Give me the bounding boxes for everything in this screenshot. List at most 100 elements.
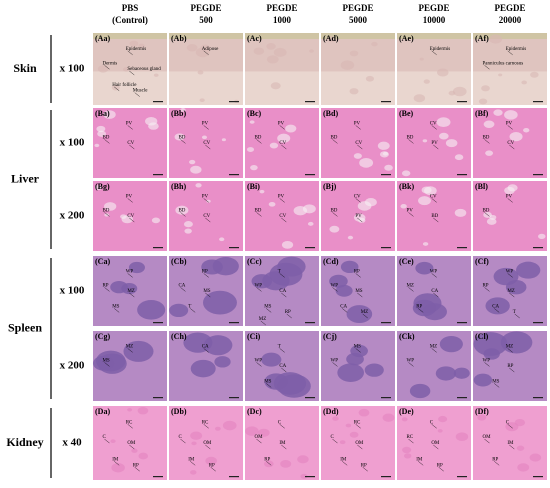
annotation: BD xyxy=(254,209,261,214)
tissue-structure xyxy=(121,215,133,224)
tissue-structure xyxy=(347,235,354,240)
annotation-arrow xyxy=(205,144,211,150)
tissue-structure xyxy=(104,213,110,217)
annotation: CV xyxy=(354,195,361,200)
tissue-structure xyxy=(523,128,530,133)
tissue-structure xyxy=(103,110,116,119)
tissue-structure xyxy=(401,417,408,422)
white-pulp xyxy=(93,355,115,371)
tissue-structure xyxy=(270,82,281,90)
annotation: MS xyxy=(112,305,119,310)
annotation: RP xyxy=(492,457,498,462)
annotation: OM xyxy=(203,441,212,446)
annotation: RP xyxy=(482,284,488,289)
micrograph xyxy=(397,108,471,178)
tissue-structure xyxy=(339,440,346,445)
column-header: PEGDE xyxy=(342,3,373,13)
panel-label: (Bb) xyxy=(171,109,186,118)
micrograph-panel: (Bg) PV BD CV xyxy=(93,181,167,251)
annotation-arrow xyxy=(418,461,424,466)
tissue-structure xyxy=(452,86,467,97)
annotation-arrow xyxy=(180,139,186,144)
annotation: RP xyxy=(209,463,215,468)
white-pulp xyxy=(337,363,364,383)
annotation: WP xyxy=(330,284,338,289)
tissue-structure xyxy=(365,75,374,82)
annotation-arrow xyxy=(203,348,209,353)
annotation: Epidermis xyxy=(126,47,147,52)
annotation: BD xyxy=(102,136,109,141)
annotation-arrow xyxy=(509,367,515,373)
tissue-structure xyxy=(309,49,314,53)
annotation-arrow xyxy=(104,287,110,292)
annotation-arrow xyxy=(355,424,361,429)
annotation-arrow xyxy=(279,125,285,130)
annotation: CV xyxy=(279,214,286,219)
annotation: MZ xyxy=(259,317,267,322)
annotation: RC xyxy=(406,435,413,440)
panel-label: (Af) xyxy=(475,34,489,43)
white-pulp xyxy=(203,335,233,356)
annotation-arrow xyxy=(431,424,437,429)
annotation: CV xyxy=(430,122,437,127)
annotation: MS xyxy=(264,380,271,385)
tissue-structure xyxy=(478,98,488,105)
annotation-arrow xyxy=(279,273,285,278)
panel-label: (Ci) xyxy=(247,332,261,341)
annotation-arrow xyxy=(114,461,120,466)
white-pulp xyxy=(277,256,306,277)
panel-label: (Cd) xyxy=(323,257,339,266)
scale-bar xyxy=(153,174,163,176)
annotation: CA xyxy=(279,289,286,294)
column-header: 10000 xyxy=(423,15,446,25)
tissue-structure xyxy=(214,426,221,431)
tissue-structure xyxy=(293,205,308,216)
micrograph-panel: (Bi) PV BD CV xyxy=(245,181,319,251)
micrograph-panel: (Bb) PV BD CV xyxy=(169,108,243,178)
tissue-structure xyxy=(190,431,203,440)
annotation-arrow xyxy=(203,273,209,278)
annotation-arrow xyxy=(127,198,133,203)
annotation-arrow xyxy=(114,308,120,313)
annotation-arrow xyxy=(256,139,262,144)
scale-bar xyxy=(533,174,543,176)
annotation-arrow xyxy=(114,86,120,91)
scale-bar xyxy=(381,322,391,324)
panel-label: (Bd) xyxy=(323,109,338,118)
panel-label: (Bk) xyxy=(399,182,414,191)
annotation-arrow xyxy=(342,308,348,313)
micrograph-panel: (Bl) PV BD xyxy=(473,181,547,251)
tissue-structure xyxy=(371,41,378,47)
micrograph-panel: (Ab) Adipose xyxy=(169,33,243,105)
annotation: Panniculus carnosus xyxy=(482,61,523,66)
annotation-arrow xyxy=(190,461,196,466)
annotation-arrow xyxy=(104,362,110,367)
tissue-structure xyxy=(384,164,393,171)
annotation-arrow xyxy=(104,65,110,70)
annotation-arrow xyxy=(342,461,348,466)
annotation: PV xyxy=(406,209,413,214)
tissue-structure xyxy=(197,70,204,75)
annotation-arrow xyxy=(129,444,135,450)
epidermis xyxy=(169,33,243,39)
annotation: BD xyxy=(178,209,185,214)
annotation: PV xyxy=(126,122,133,127)
annotation: PV xyxy=(278,195,285,200)
tissue-structure xyxy=(359,157,374,168)
tissue-structure xyxy=(245,426,259,436)
white-pulp xyxy=(128,261,145,274)
tissue-structure xyxy=(269,142,279,149)
tissue-structure xyxy=(266,55,279,64)
panel-label: (Ae) xyxy=(399,34,414,43)
tissue-structure xyxy=(253,47,265,55)
tissue-structure xyxy=(445,139,458,148)
tissue-structure xyxy=(357,201,372,211)
tissue-structure xyxy=(400,204,407,209)
white-pulp xyxy=(201,259,223,275)
annotation: RC xyxy=(126,420,133,425)
micrograph-panel: (Ci) T WP CA MS xyxy=(245,331,319,401)
panel-label: (Dc) xyxy=(247,407,262,416)
scale-bar xyxy=(457,174,467,176)
magnification: x 200 xyxy=(60,210,85,222)
